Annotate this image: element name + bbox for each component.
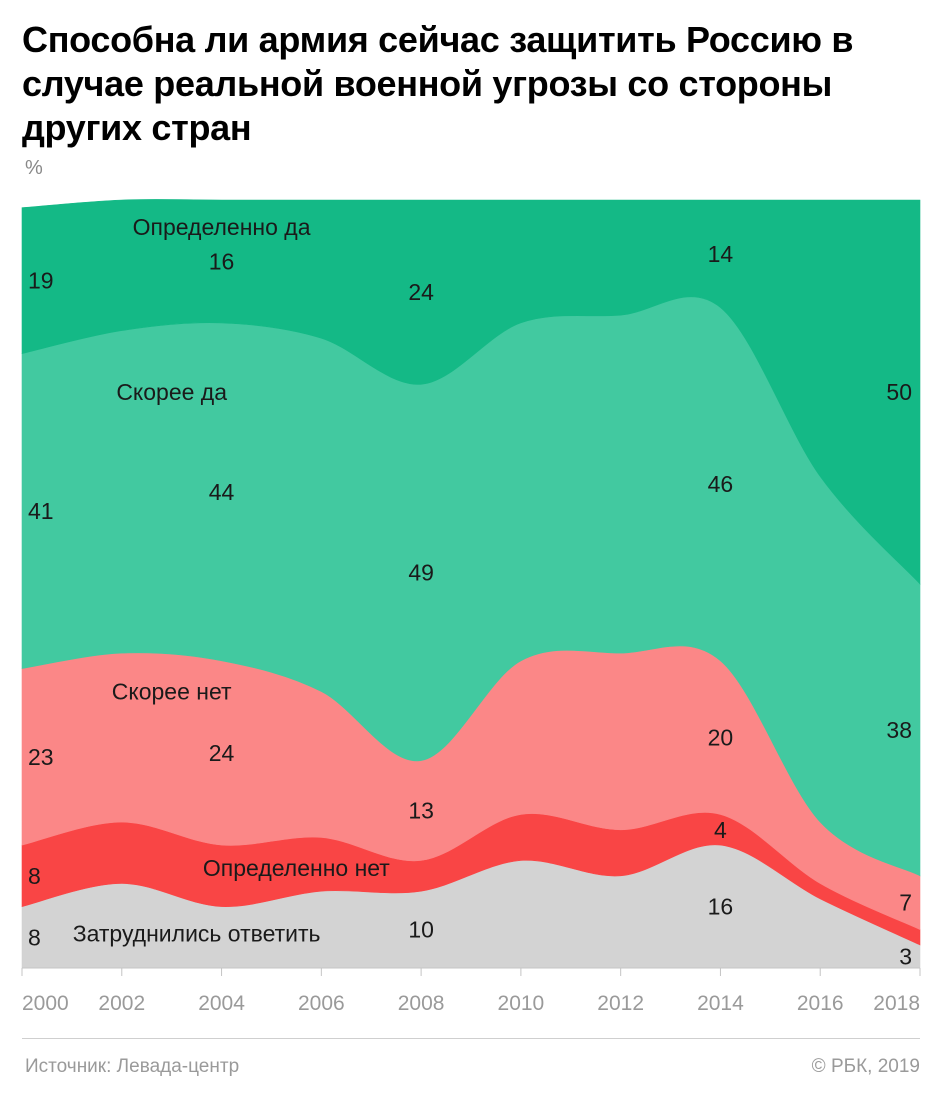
value-label: 8	[28, 924, 41, 950]
x-tick-label: 2012	[597, 992, 644, 1015]
value-label: 19	[28, 268, 54, 294]
unit-label: %	[25, 157, 43, 179]
x-tick-label: 2008	[398, 992, 445, 1015]
x-tick-label: 2018	[873, 992, 920, 1015]
area-layers	[21, 199, 921, 969]
value-label: 16	[209, 248, 235, 274]
value-label: 24	[408, 279, 434, 305]
value-label: 23	[28, 744, 54, 770]
value-label: 13	[408, 798, 434, 824]
value-label: 38	[886, 717, 912, 743]
source-note: Источник: Левада-центр	[25, 1056, 240, 1077]
value-label: 49	[408, 559, 434, 585]
series-name-label: Определенно нет	[203, 855, 390, 881]
x-tick-label: 2014	[697, 992, 744, 1015]
series-name-label: Скорее нет	[112, 679, 232, 705]
value-label: 10	[408, 917, 434, 943]
value-label: 41	[28, 498, 54, 524]
copyright-note: © РБК, 2019	[811, 1056, 920, 1077]
series-name-labels: Определенно да Скорее да Скорее нет Определ…	[73, 214, 391, 947]
value-label: 20	[708, 725, 734, 751]
x-tick-label: 2010	[498, 992, 545, 1015]
chart-title: Способна ли армия сейчас защитить Россию…	[22, 19, 854, 148]
series-name-label: Определенно да	[133, 214, 311, 240]
value-label: 46	[708, 471, 734, 497]
x-tick-label: 2016	[797, 992, 844, 1015]
value-label: 50	[886, 379, 912, 405]
value-label: 14	[708, 241, 734, 267]
x-tick-label: 2000	[22, 992, 69, 1015]
value-label: 16	[708, 894, 734, 920]
value-label: 7	[899, 890, 912, 916]
series-name-label: Затруднились ответить	[73, 920, 321, 946]
value-label: 24	[209, 740, 235, 766]
value-label: 3	[899, 943, 912, 969]
area-definitely-yes	[21, 199, 921, 585]
x-tick-label: 2002	[98, 992, 145, 1015]
footer-divider	[22, 1038, 920, 1039]
x-tick-label: 2004	[198, 992, 245, 1015]
series-name-label: Скорее да	[116, 379, 227, 405]
value-label: 4	[714, 817, 727, 843]
x-tick-label: 2006	[298, 992, 345, 1015]
value-label: 8	[28, 863, 41, 889]
x-axis: 2000 2002 2004 2006 2008 2010 2012 2014 2016 2018	[21, 967, 921, 1015]
value-label: 44	[209, 479, 235, 505]
